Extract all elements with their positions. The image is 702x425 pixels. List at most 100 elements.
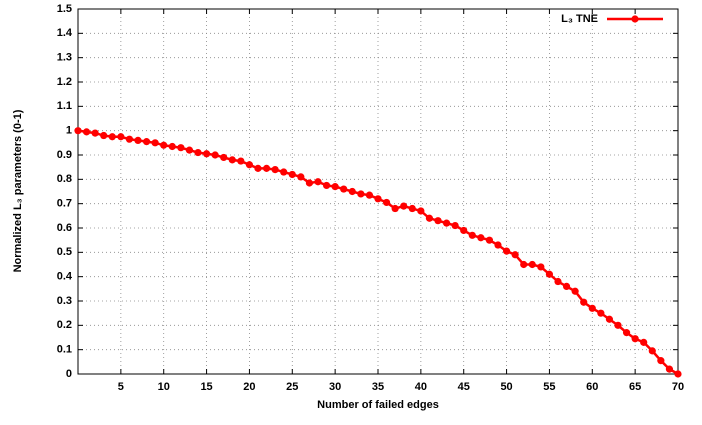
- y-tick-label: 1.1: [57, 100, 72, 112]
- x-tick-label: 70: [672, 381, 684, 393]
- y-tick-label: 0.8: [57, 173, 72, 185]
- plot-frame: [77, 8, 679, 375]
- data-point: [520, 260, 528, 269]
- data-point: [622, 329, 631, 337]
- data-point: [665, 365, 674, 373]
- data-point: [82, 128, 91, 136]
- x-axis-label: Number of failed edges: [317, 399, 439, 411]
- data-point: [237, 157, 245, 165]
- data-point: [125, 135, 134, 143]
- data-point: [280, 168, 288, 176]
- data-point: [494, 241, 502, 249]
- x-tick-label: 25: [286, 381, 298, 393]
- y-tick-label: 0.7: [57, 198, 72, 210]
- y-tick-label: 0: [66, 368, 72, 380]
- data-point: [245, 161, 254, 169]
- y-tick-label: 0.3: [57, 295, 72, 307]
- y-tick-label: 0.4: [57, 271, 73, 283]
- data-point: [91, 129, 99, 137]
- data-point: [271, 166, 279, 174]
- y-tick-label: 0.1: [57, 344, 72, 356]
- data-point: [580, 298, 588, 306]
- data-point: [322, 181, 331, 190]
- data-point: [134, 136, 142, 144]
- data-point: [554, 277, 562, 286]
- data-point: [562, 282, 571, 290]
- x-tick-label: 35: [372, 381, 384, 393]
- data-point: [571, 287, 579, 295]
- data-point: [460, 226, 468, 235]
- y-tick-label: 1: [66, 125, 72, 137]
- data-point: [262, 164, 271, 172]
- x-tick-label: 30: [329, 381, 341, 393]
- data-point: [382, 198, 391, 207]
- x-tick-label: 55: [543, 381, 555, 393]
- data-point: [631, 335, 639, 343]
- data-point: [408, 204, 416, 213]
- y-tick-label: 1.2: [57, 76, 72, 88]
- y-tick-label: 1.4: [57, 27, 73, 39]
- x-tick-label: 60: [586, 381, 598, 393]
- legend-marker: [631, 15, 639, 23]
- data-point: [528, 260, 536, 269]
- data-point: [288, 170, 296, 179]
- data-point: [305, 179, 314, 187]
- x-tick-label: 20: [243, 381, 255, 393]
- y-tick-label: 0.5: [57, 246, 72, 258]
- data-point: [202, 150, 211, 158]
- data-point: [391, 204, 399, 213]
- data-point: [674, 370, 682, 378]
- data-point: [648, 347, 656, 355]
- data-point: [100, 131, 108, 140]
- data-point: [545, 270, 554, 278]
- data-point: [502, 247, 511, 255]
- data-point: [451, 221, 459, 230]
- data-point: [340, 185, 348, 193]
- data-point: [365, 191, 374, 199]
- data-point: [597, 309, 605, 317]
- data-point: [177, 144, 185, 152]
- y-tick-label: 0.9: [57, 149, 72, 161]
- y-tick-label: 0.2: [57, 319, 72, 331]
- data-point: [588, 304, 596, 312]
- y-tick-label: 0.6: [57, 222, 72, 234]
- data-point: [357, 190, 365, 198]
- data-point: [117, 133, 125, 141]
- data-point: [425, 214, 434, 222]
- data-point: [605, 315, 614, 323]
- x-tick-label: 45: [458, 381, 470, 393]
- data-point: [142, 138, 151, 146]
- data-point: [228, 156, 236, 164]
- data-point: [254, 164, 262, 172]
- data-point: [297, 173, 305, 181]
- data-point: [485, 236, 494, 244]
- data-point: [220, 153, 228, 162]
- data-point: [374, 195, 382, 203]
- data-point: [108, 133, 116, 141]
- data-point: [168, 142, 176, 151]
- data-point: [160, 141, 168, 149]
- y-axis-label: Normalized L₃ parameters (0-1): [12, 109, 24, 272]
- data-point: [640, 338, 648, 346]
- data-point: [331, 183, 339, 191]
- data-point: [417, 207, 425, 215]
- data-point: [151, 139, 159, 147]
- x-tick-label: 10: [158, 381, 170, 393]
- x-tick-label: 40: [415, 381, 427, 393]
- data-point: [434, 217, 442, 225]
- legend-label: L₃ TNE: [561, 13, 598, 25]
- data-point: [185, 146, 194, 154]
- data-point: [442, 219, 451, 227]
- data-point: [614, 321, 622, 329]
- data-point: [468, 231, 476, 239]
- x-tick-label: 65: [629, 381, 641, 393]
- y-tick-label: 1.3: [57, 52, 72, 64]
- data-point: [400, 202, 408, 210]
- data-point: [194, 148, 202, 157]
- x-tick-label: 50: [500, 381, 512, 393]
- data-point: [477, 234, 485, 242]
- y-tick-label: 1.5: [57, 3, 72, 15]
- x-tick-label: 15: [200, 381, 212, 393]
- x-tick-label: 5: [118, 381, 124, 393]
